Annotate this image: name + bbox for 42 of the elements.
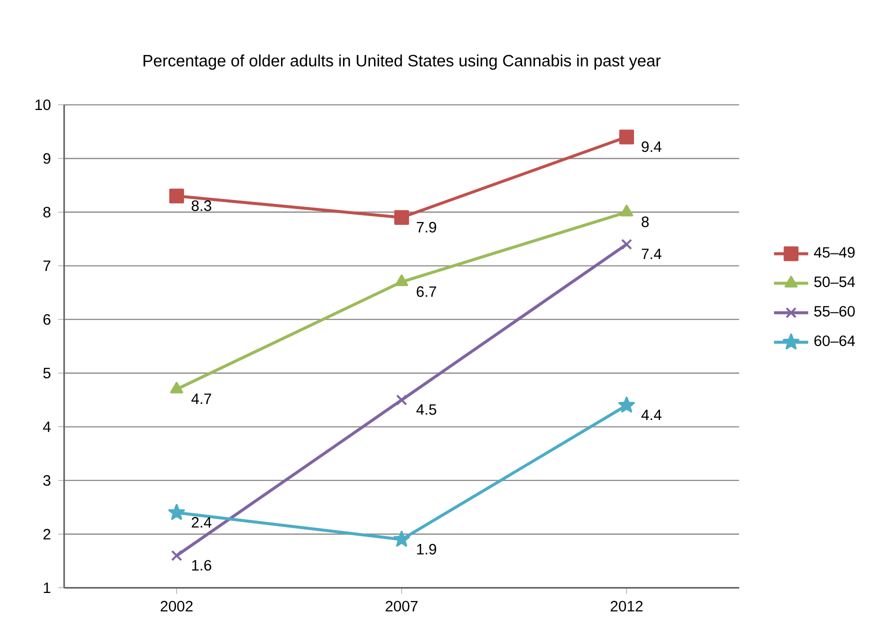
y-tick-label: 10 — [36, 99, 50, 110]
point — [620, 204, 634, 216]
x-tick-label: 2002 — [160, 600, 193, 612]
point — [619, 130, 634, 144]
legend-label: 45–49 — [814, 247, 855, 258]
legend-label: 60–64 — [814, 335, 855, 346]
legend-label: 50–54 — [814, 276, 855, 288]
data-label: 9.4 — [642, 141, 662, 152]
y-tick-label: 1 — [44, 582, 50, 593]
data-label: 2.4 — [192, 517, 212, 528]
legend-label: 55–60 — [814, 306, 855, 317]
point — [621, 238, 632, 250]
data-label: 4.5 — [416, 404, 436, 415]
x-tick-label: 2012 — [610, 600, 643, 612]
point — [168, 504, 185, 520]
y-tick-label: 8 — [43, 206, 50, 218]
point — [169, 188, 184, 204]
data-label: 4.4 — [641, 410, 662, 420]
data-label: 7.9 — [416, 222, 436, 233]
data-label: 4.7 — [191, 394, 212, 404]
data-label: 7.4 — [642, 248, 662, 260]
data-label: 6.7 — [416, 286, 436, 297]
data-label: 8.3 — [192, 200, 212, 212]
y-tick-label: 4 — [43, 422, 51, 432]
point — [171, 550, 182, 562]
point — [394, 210, 410, 225]
data-label: 1.9 — [417, 544, 436, 555]
point — [170, 382, 184, 394]
x-tick-label: 2007 — [386, 600, 418, 612]
point — [618, 396, 635, 413]
y-tick-label: 3 — [43, 475, 50, 486]
point — [395, 274, 408, 286]
point — [393, 530, 410, 547]
y-tick-label: 5 — [43, 368, 50, 378]
y-tick-label: 6 — [43, 314, 50, 325]
point — [396, 394, 408, 406]
y-tick-label: 2 — [43, 528, 50, 540]
y-tick-label: 9 — [43, 153, 50, 164]
data-label: 8 — [642, 216, 649, 228]
chart-title: Percentage of older adults in United States using Cannabis in past year — [144, 54, 661, 70]
data-label: 1.6 — [192, 560, 212, 571]
y-tick-label: 7 — [44, 260, 50, 271]
